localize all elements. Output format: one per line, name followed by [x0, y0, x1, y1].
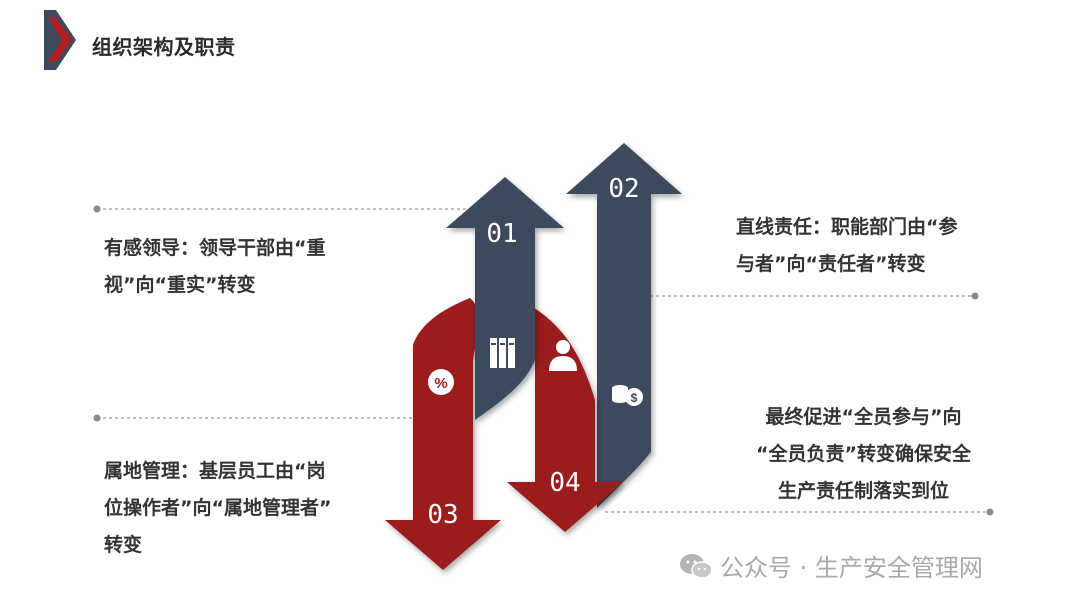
- text-line: 与者”向“责任者”转变: [736, 253, 926, 275]
- text-line: 属地管理：基层员工由“岗: [104, 460, 326, 482]
- percent-icon: %: [428, 369, 454, 395]
- arrow-label-04: 04: [549, 468, 580, 498]
- arrow-label-03: 03: [427, 500, 458, 530]
- text-line: 转变: [104, 534, 143, 556]
- text-line: 视”向“重实”转变: [104, 274, 256, 296]
- watermark: 公众号 · 生产安全管理网: [678, 548, 983, 583]
- arrow-03: [385, 298, 501, 570]
- arrow-label-02: 02: [608, 174, 639, 204]
- arrow-02: [566, 143, 682, 508]
- arrow-01: [446, 177, 564, 420]
- item-top-right: 直线责任：职能部门由“参 与者”向“责任者”转变: [736, 209, 958, 283]
- arrow-label-01: 01: [486, 219, 517, 249]
- wechat-icon: [680, 553, 713, 579]
- title-logo-icon: [44, 10, 76, 70]
- text-line: “全员负责”转变确保安全: [756, 443, 971, 465]
- watermark-text: 公众号 · 生产安全管理网: [720, 554, 983, 582]
- item-bottom-right: 最终促进“全员参与”向 “全员负责”转变确保安全 生产责任制落实到位: [736, 399, 991, 510]
- text-line: 有感领导：领导干部由“重: [104, 237, 326, 259]
- text-line: 位操作者”向“属地管理者”: [104, 497, 332, 519]
- text-line: 直线责任：职能部门由“参: [736, 216, 958, 238]
- coins-dollar-icon: $: [612, 385, 643, 406]
- text-line: 最终促进“全员参与”向: [765, 406, 962, 428]
- arrow-04: [475, 298, 623, 532]
- page-title: 组织架构及职责: [92, 35, 236, 59]
- text-line: 生产责任制落实到位: [777, 480, 949, 502]
- binders-icon: [490, 338, 515, 368]
- item-bottom-left: 属地管理：基层员工由“岗 位操作者”向“属地管理者” 转变: [104, 453, 331, 564]
- svg-text:$: $: [631, 391, 638, 405]
- connector-lines: [97, 208, 990, 513]
- item-top-left: 有感领导：领导干部由“重 视”向“重实”转变: [104, 230, 326, 304]
- connector-dots: [93, 205, 994, 516]
- person-icon: [549, 340, 577, 371]
- svg-text:%: %: [434, 375, 447, 392]
